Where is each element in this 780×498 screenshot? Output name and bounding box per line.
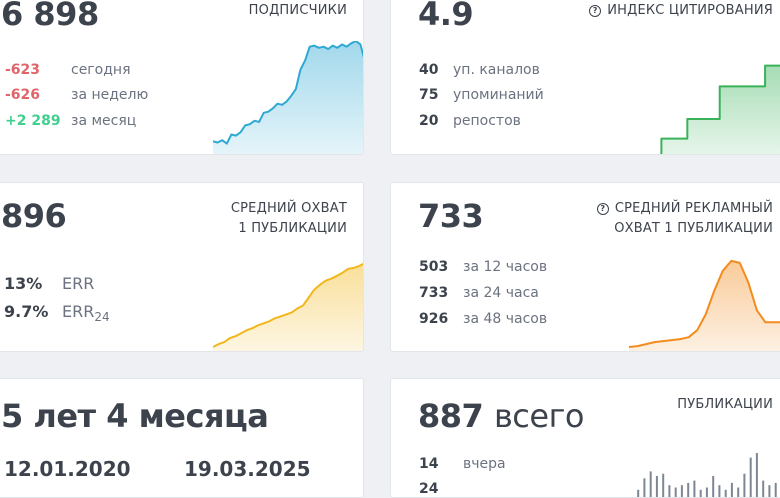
publication-bar xyxy=(668,485,670,498)
publication-bar xyxy=(712,476,714,498)
stat-label: за 24 часа xyxy=(463,285,539,301)
citation-index-value: 4.9 xyxy=(418,0,473,33)
avg-reach-title: СРЕДНИЙ ОХВАТ 1 ПУБЛИКАЦИИ xyxy=(231,199,347,239)
stat-label: уп. каналов xyxy=(453,62,540,78)
start-date: 12.01.2020 xyxy=(4,457,131,481)
publication-bar xyxy=(700,490,702,498)
subscribers-title: ПОДПИСЧИКИ xyxy=(249,1,347,21)
ad-reach-sparkline xyxy=(629,253,780,352)
stat-value: 503 xyxy=(419,259,463,275)
stat-value: -623 xyxy=(5,62,71,78)
channel-age-card[interactable]: 5 лет 4 месяца 12.01.2020 19.03.2025 xyxy=(0,378,364,498)
publication-bar xyxy=(743,474,745,498)
stat-label: репостов xyxy=(453,113,521,129)
sparkline-area xyxy=(629,66,780,155)
stat-label: за 12 часов xyxy=(463,259,547,275)
publication-bar xyxy=(750,458,752,498)
stat-value: 926 xyxy=(419,311,463,327)
stat-value: -626 xyxy=(5,87,71,103)
publication-bar xyxy=(643,478,645,498)
avg-reach-value: 896 xyxy=(1,197,66,235)
sparkline-area xyxy=(629,261,780,352)
stat-label: сегодня xyxy=(71,62,131,78)
publication-bar xyxy=(768,485,770,498)
stat-row: 9.7%ERR24 xyxy=(4,302,110,324)
publication-bar xyxy=(650,471,652,498)
publication-bar xyxy=(675,488,677,498)
ad-reach-card[interactable]: 733 ?СРЕДНИЙ РЕКЛАМНЫЙ ОХВАТ 1 ПУБЛИКАЦИ… xyxy=(390,182,780,352)
stat-value: +2 289 xyxy=(5,113,71,129)
publication-bar xyxy=(656,476,658,498)
stat-value: 75 xyxy=(419,87,453,103)
publications-count: 887 всего xyxy=(418,397,584,435)
stat-label: за 48 часов xyxy=(463,311,547,327)
ad-reach-title: ?СРЕДНИЙ РЕКЛАМНЫЙ ОХВАТ 1 ПУБЛИКАЦИИ xyxy=(597,199,773,239)
stat-value: 13% xyxy=(4,274,62,293)
publication-bar xyxy=(693,481,695,498)
stat-value: 14 xyxy=(419,456,463,472)
publication-bar xyxy=(662,474,664,498)
publications-title: ПУБЛИКАЦИИ xyxy=(677,395,773,415)
avg-reach-card[interactable]: 896 СРЕДНИЙ ОХВАТ 1 ПУБЛИКАЦИИ 13%ERR 9.… xyxy=(0,182,364,352)
stat-value: 20 xyxy=(419,113,453,129)
stat-label: за неделю xyxy=(71,87,148,103)
stat-value: 733 xyxy=(419,285,463,301)
stat-row: 13%ERR xyxy=(4,274,94,293)
publication-bar xyxy=(775,483,777,498)
stat-value: 40 xyxy=(419,62,453,78)
subscribers-sparkline xyxy=(213,41,364,155)
stat-value: 9.7% xyxy=(4,302,62,321)
stat-label: ERR24 xyxy=(62,302,110,321)
stat-value: 24 xyxy=(419,481,463,497)
publication-bar xyxy=(687,483,689,498)
publication-bar xyxy=(637,490,639,498)
stat-row: 24 xyxy=(419,481,463,497)
stat-label: вчера xyxy=(463,456,506,472)
ad-reach-value: 733 xyxy=(418,197,483,235)
stat-label: ERR xyxy=(62,274,94,293)
publication-bar xyxy=(762,481,764,498)
sparkline-area xyxy=(213,263,364,352)
help-icon[interactable]: ? xyxy=(597,203,609,215)
citation-sparkline xyxy=(629,41,780,155)
publication-bar xyxy=(706,488,708,498)
avg-reach-sparkline xyxy=(213,253,364,352)
end-date: 19.03.2025 xyxy=(184,457,311,481)
publication-bar xyxy=(731,483,733,498)
publication-bar xyxy=(725,490,727,498)
help-icon[interactable]: ? xyxy=(589,5,601,17)
publication-bar xyxy=(756,453,758,498)
publications-bar-chart xyxy=(635,449,780,498)
subscribers-count: 6 898 xyxy=(1,0,99,33)
publication-bar xyxy=(681,485,683,498)
stat-label: упоминаний xyxy=(453,87,544,103)
stat-label: за месяц xyxy=(71,113,136,129)
publication-bar xyxy=(737,488,739,498)
citation-title: ?ИНДЕКС ЦИТИРОВАНИЯ xyxy=(589,1,773,21)
publication-bar xyxy=(718,485,720,498)
channel-age-value: 5 лет 4 месяца xyxy=(1,397,268,435)
